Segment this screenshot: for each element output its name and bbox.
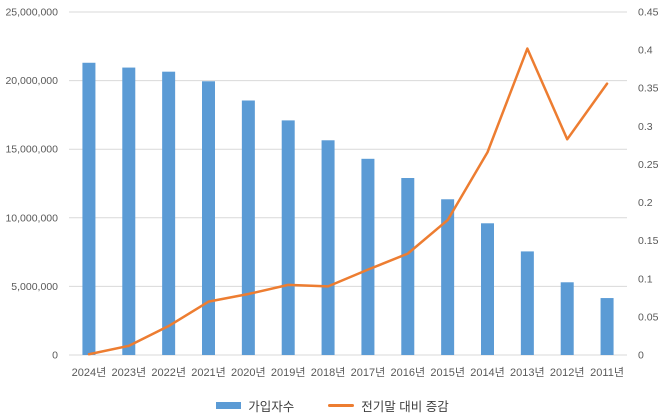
- line-series-swatch-icon: [328, 403, 355, 407]
- left-axis-tick-label: 15,000,000: [5, 144, 58, 156]
- plot-area: 0 5,000,000 10,000,000 15,000,000 20,000,000…: [5, 7, 659, 380]
- x-axis-label-2011년: 2011년: [590, 366, 624, 379]
- legend-label-change: 전기말 대비 증감: [361, 399, 449, 414]
- x-axis-label-2016년: 2016년: [390, 366, 425, 379]
- right-axis-tick-label: 0.25: [638, 159, 659, 171]
- left-axis-tick-label: 5,000,000: [11, 281, 58, 293]
- right-axis-tick-label: 0.45: [638, 7, 659, 19]
- right-axis-tick-label: 0.15: [638, 235, 659, 247]
- x-axis-label-2024년: 2024년: [72, 366, 107, 379]
- x-axis-label-2014년: 2014년: [470, 366, 505, 379]
- right-axis-tick-label: 0.2: [638, 197, 653, 209]
- bar-2011년: [600, 298, 614, 355]
- legend: 가입자수 전기말 대비 증감: [0, 394, 665, 416]
- x-axis-label-2021년: 2021년: [191, 366, 226, 379]
- bar-2019년: [281, 120, 295, 355]
- right-axis-tick-label: 0.05: [638, 311, 659, 323]
- bar-2023년: [122, 67, 136, 355]
- bar-2016년: [401, 178, 415, 355]
- x-axis-label-2019년: 2019년: [271, 366, 306, 379]
- bar-2014년: [481, 223, 494, 355]
- right-axis-tick-label: 0.1: [638, 273, 653, 285]
- x-axis-label-2023년: 2023년: [111, 366, 146, 379]
- bar-2018년: [321, 140, 335, 355]
- right-axis-tick-label: 0.35: [638, 83, 659, 95]
- bar-series-swatch-icon: [216, 401, 242, 409]
- trend-line: [87, 47, 609, 356]
- x-axis-label-2022년: 2022년: [151, 366, 186, 379]
- x-axis-label-2020년: 2020년: [231, 366, 266, 379]
- x-axis-label-2015년: 2015년: [430, 366, 465, 379]
- x-axis-label-2017년: 2017년: [351, 366, 386, 379]
- x-axis-label-2013년: 2013년: [510, 366, 545, 379]
- left-axis-tick-label: 25,000,000: [5, 7, 58, 19]
- bar-2012년: [560, 282, 574, 355]
- x-axis-label-2012년: 2012년: [550, 366, 585, 379]
- x-axis-label-2018년: 2018년: [311, 366, 346, 379]
- legend-label-subscribers: 가입자수: [248, 399, 295, 414]
- bar-2017년: [361, 158, 375, 355]
- bar-2021년: [202, 81, 215, 355]
- left-axis-tick-label: 20,000,000: [5, 75, 58, 87]
- left-axis-tick-label: 0: [52, 350, 58, 362]
- right-axis-tick-label: 0: [638, 350, 644, 362]
- bar-2024년: [82, 62, 96, 355]
- bar-2022년: [162, 71, 176, 355]
- bar-2015년: [441, 199, 455, 355]
- legend-item-subscribers: 가입자수: [216, 396, 294, 415]
- bar-2020년: [241, 100, 255, 355]
- bar-2013년: [520, 251, 534, 355]
- legend-item-change: 전기말 대비 증감: [328, 396, 449, 415]
- right-axis-tick-label: 0.3: [638, 121, 653, 133]
- left-axis-tick-label: 10,000,000: [5, 212, 58, 224]
- right-axis-tick-label: 0.4: [638, 45, 653, 57]
